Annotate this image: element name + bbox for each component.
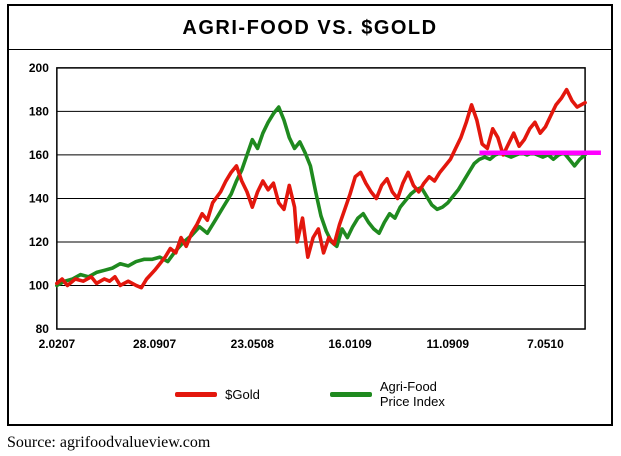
legend-label-line-2: Price Index: [379, 394, 445, 410]
x-tick-label: 23.0508: [231, 337, 275, 351]
x-tick-label: 7.0510: [527, 337, 564, 351]
legend-item-agrifood: Agri-Food Price Index: [329, 379, 445, 410]
legend-label-gold: $Gold: [225, 386, 260, 402]
plot-border: [56, 67, 586, 330]
legend-label-agrifood: Agri-Food Price Index: [380, 379, 445, 410]
y-tick-label: 120: [29, 235, 49, 249]
series-line-agri-food-price-index: [55, 105, 587, 288]
y-tick-label: 180: [29, 104, 49, 118]
y-tick-label: 140: [29, 191, 49, 205]
chart-frame: AGRI-FOOD VS. $GOLD 80 100 120 140 160 180 200…: [7, 4, 613, 426]
legend-item-gold: $Gold: [175, 387, 260, 402]
x-tick-label: 28.0907: [133, 337, 177, 351]
y-tick-label: 80: [36, 322, 50, 336]
series-line-$gold: [55, 87, 587, 290]
x-tick-label: 11.0909: [426, 337, 469, 351]
chart-title: AGRI-FOOD VS. $GOLD: [9, 6, 611, 50]
agrifood-line-swatch: [329, 391, 372, 397]
x-tick-label: 2.0207: [39, 337, 76, 351]
source-text: Source: agrifoodvalueview.com: [7, 434, 211, 451]
y-tick-label: 160: [29, 148, 49, 162]
legend: $Gold Agri-Food Price Index: [9, 373, 611, 424]
y-tick-label: 200: [29, 61, 49, 75]
y-tick-label: 100: [29, 278, 49, 292]
x-tick-label: 16.0109: [328, 337, 372, 351]
plot-area: 80 100 120 140 160 180 200 2.0207 28.0907 23.0508…: [9, 50, 611, 373]
chart-svg: 80 100 120 140 160 180 200 2.0207 28.0907 23.0508…: [29, 61, 601, 351]
legend-label-line-1: Agri-Food: [379, 378, 437, 394]
gold-line-swatch: [175, 391, 218, 397]
